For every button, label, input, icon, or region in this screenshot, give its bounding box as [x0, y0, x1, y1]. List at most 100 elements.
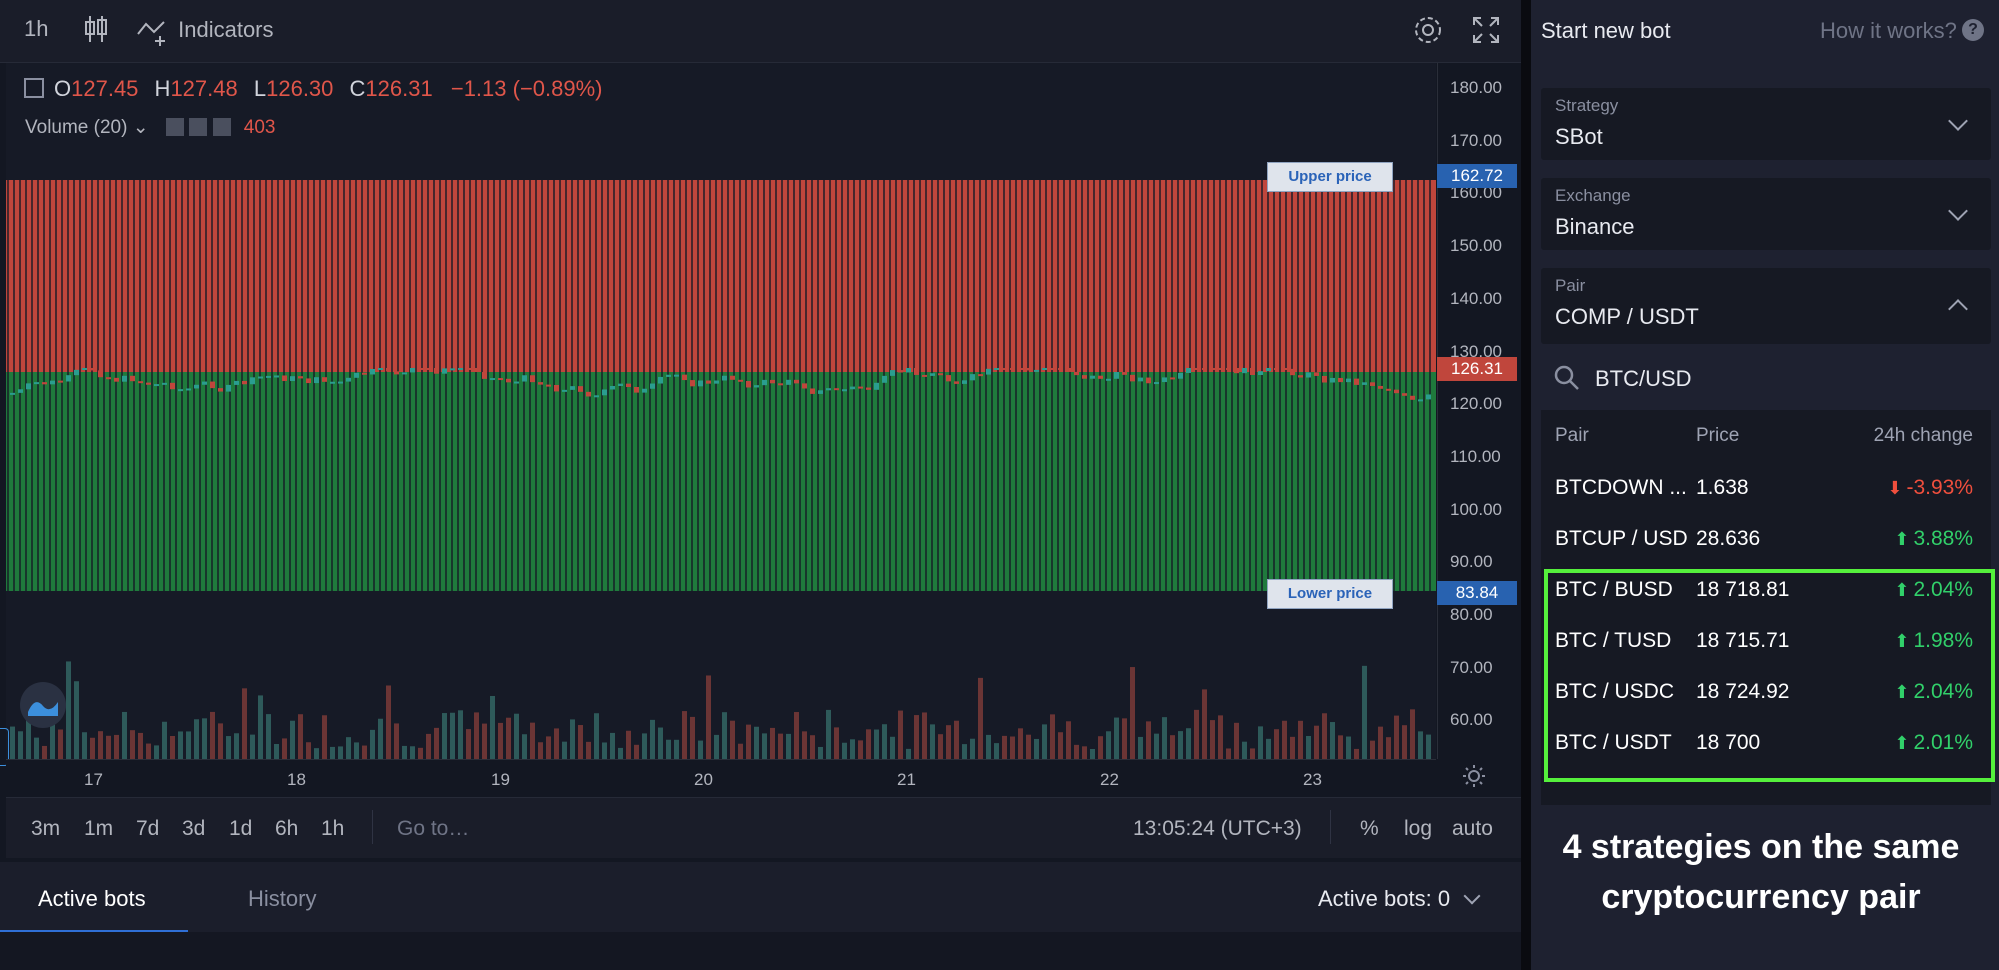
pair-row[interactable]: BTCDOWN ... 1.638 ⬇ -3.93%: [1541, 464, 1991, 515]
candle: [26, 383, 31, 390]
x-tick-label: 22: [1100, 770, 1119, 789]
volume-bar: [674, 739, 679, 759]
range-6h[interactable]: 6h: [275, 817, 299, 840]
candle: [1058, 368, 1063, 370]
header-change: 24h change: [1873, 425, 1973, 446]
volume-bar: [426, 733, 431, 759]
volume-label[interactable]: Volume (20): [25, 117, 128, 138]
volume-bar: [810, 735, 815, 759]
gear-icon[interactable]: [189, 118, 208, 136]
range-1d[interactable]: 1d: [229, 817, 253, 840]
tab-history[interactable]: History: [248, 886, 317, 911]
volume-bar: [554, 728, 559, 759]
candle: [234, 380, 239, 385]
fullscreen-icon[interactable]: [1472, 16, 1500, 50]
candle: [578, 386, 583, 392]
candle: [826, 388, 831, 391]
volume-bar: [522, 734, 527, 759]
candle: [306, 378, 311, 384]
time-axis[interactable]: [6, 759, 1436, 798]
indicators-button[interactable]: Indicators: [136, 16, 274, 46]
bots-content: [0, 932, 1521, 970]
price-chart[interactable]: [6, 63, 1436, 759]
sun-icon[interactable]: [1462, 764, 1486, 793]
candle: [1194, 368, 1199, 370]
expand-handle[interactable]: [0, 728, 9, 766]
collapse-icon[interactable]: [24, 78, 44, 98]
range-1h[interactable]: 1h: [321, 817, 345, 840]
candle: [962, 380, 967, 384]
range-3d[interactable]: 3d: [182, 817, 206, 840]
log-toggle[interactable]: log: [1404, 817, 1433, 840]
candle: [1282, 368, 1287, 370]
settings-icon[interactable]: [1412, 14, 1444, 52]
volume-bar: [730, 720, 735, 759]
active-bots-count[interactable]: Active bots: 0: [1318, 886, 1481, 912]
how-it-works-link[interactable]: How it works?: [1820, 18, 1957, 43]
lower-price-label[interactable]: Lower price: [1267, 579, 1393, 609]
candle: [1410, 395, 1415, 400]
goto-button[interactable]: Go to…: [397, 817, 470, 840]
volume-bar: [122, 711, 127, 759]
clock-time[interactable]: 13:05:24 (UTC+3): [1133, 817, 1302, 840]
volume-bar: [370, 729, 375, 759]
candle: [842, 389, 847, 392]
candle: [538, 382, 543, 385]
candle: [346, 377, 351, 382]
volume-bar: [1322, 713, 1327, 759]
volume-bar: [850, 739, 855, 759]
candle: [762, 379, 767, 386]
candles-icon[interactable]: [84, 14, 108, 50]
range-3m[interactable]: 3m: [31, 817, 61, 840]
volume-bar: [954, 720, 959, 759]
search-icon: [1554, 365, 1579, 390]
pair-row[interactable]: BTC / BUSD 18 718.81 ⬆ 2.04%: [1541, 566, 1991, 617]
header-pair: Pair: [1555, 425, 1589, 446]
candle: [602, 389, 607, 396]
eye-icon[interactable]: [165, 118, 184, 136]
candle: [218, 388, 223, 392]
volume-bar: [1354, 748, 1359, 759]
volume-bar: [1314, 725, 1319, 759]
pair-row[interactable]: BTCUP / USD 28.636 ⬆ 3.88%: [1541, 515, 1991, 566]
volume-bar: [1258, 726, 1263, 759]
pair-row[interactable]: BTC / USDT 18 700 ⬆ 2.01%: [1541, 719, 1991, 770]
auto-toggle[interactable]: auto: [1452, 817, 1493, 840]
candle: [154, 384, 159, 387]
y-tick-label: 100.00: [1450, 499, 1502, 519]
strategy-select[interactable]: Strategy SBot: [1541, 88, 1991, 160]
chevron-down-icon[interactable]: ⌄: [132, 117, 149, 138]
tab-active-bots[interactable]: Active bots: [38, 886, 146, 911]
percent-toggle[interactable]: %: [1360, 817, 1379, 840]
pair-select[interactable]: Pair COMP / USDT: [1541, 268, 1991, 344]
volume-bar: [746, 724, 751, 759]
candle: [954, 381, 959, 384]
candle: [290, 376, 295, 382]
upper-price-label[interactable]: Upper price: [1267, 162, 1393, 192]
help-icon[interactable]: ?: [1962, 19, 1984, 41]
volume-bar: [186, 731, 191, 759]
volume-bar: [562, 741, 567, 759]
candle: [1314, 372, 1319, 376]
candle: [778, 383, 783, 386]
candle: [1002, 368, 1007, 370]
volume-bar: [1058, 732, 1063, 759]
interval-button[interactable]: 1h: [24, 16, 49, 41]
candle: [458, 368, 463, 370]
exchange-select[interactable]: Exchange Binance: [1541, 178, 1991, 250]
pair-search[interactable]: BTC/USD: [1541, 352, 1991, 408]
candle: [986, 368, 991, 375]
candle: [994, 368, 999, 370]
candle: [66, 375, 71, 382]
volume-bar: [418, 747, 423, 759]
pair-row[interactable]: BTC / USDC 18 724.92 ⬆ 2.04%: [1541, 668, 1991, 719]
pair-row[interactable]: BTC / TUSD 18 715.71 ⬆ 1.98%: [1541, 617, 1991, 668]
candle: [1218, 368, 1223, 370]
candle: [1106, 378, 1111, 381]
close-icon[interactable]: [212, 118, 231, 136]
high-label: H: [154, 76, 171, 101]
search-input[interactable]: BTC/USD: [1595, 366, 1692, 391]
range-7d[interactable]: 7d: [136, 817, 160, 840]
range-1m[interactable]: 1m: [84, 817, 114, 840]
x-tick-label: 20: [694, 770, 713, 789]
